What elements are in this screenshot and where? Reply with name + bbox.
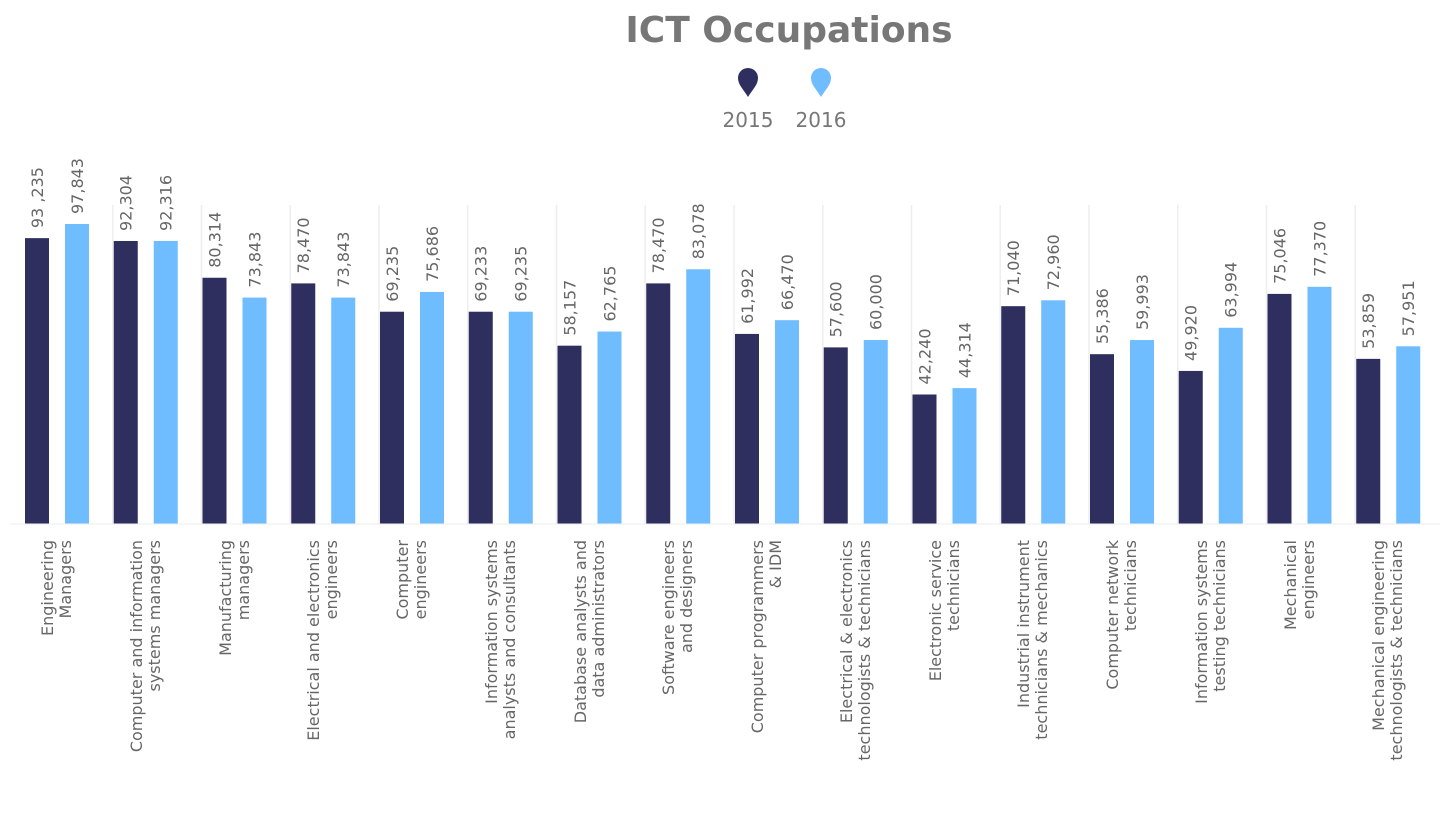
x-tick-label: Information systems testing technicians — [1191, 540, 1229, 704]
x-tick-label: Computer engineers — [393, 540, 430, 620]
bar — [468, 311, 493, 524]
value-label: 69,235 — [383, 246, 402, 302]
value-label: 73,843 — [334, 232, 353, 288]
bar — [153, 240, 178, 524]
legend-marker — [738, 68, 758, 97]
bar — [1001, 306, 1026, 524]
value-label: 58,157 — [561, 280, 580, 336]
value-label: 97,843 — [68, 158, 87, 214]
x-tick-label: Manufacturing managers — [215, 540, 253, 656]
bar — [1218, 327, 1243, 524]
value-label: 49,920 — [1182, 305, 1201, 361]
bar — [1130, 340, 1154, 524]
legend-label: 2015 — [723, 108, 774, 132]
x-tick-label: Electrical and electronics engineers — [304, 540, 342, 741]
value-label: 69,235 — [512, 246, 531, 302]
value-label: 80,314 — [206, 212, 225, 268]
x-tick-label: Software engineers and designers — [659, 540, 697, 695]
value-label: 57,951 — [1399, 280, 1418, 336]
bar — [242, 297, 267, 524]
value-label: 83,078 — [689, 203, 708, 259]
bar — [1356, 358, 1381, 524]
bar — [597, 331, 622, 524]
bar — [113, 240, 138, 524]
legend-label: 2016 — [796, 108, 847, 132]
bar — [291, 283, 316, 524]
x-tick-label: Computer and information systems manager… — [126, 540, 164, 753]
bar — [823, 347, 848, 524]
value-label: 78,470 — [294, 217, 313, 273]
x-tick-label: Computer programmers & IDM — [748, 540, 785, 734]
value-label: 77,370 — [1311, 221, 1330, 277]
value-label: 62,765 — [601, 266, 620, 322]
bar — [912, 394, 937, 524]
x-tick-label: Computer network technicians — [1103, 540, 1140, 690]
x-tick-label: Mechanical engineering technologists & t… — [1369, 540, 1407, 761]
bar — [380, 311, 404, 524]
value-label: 93 ,235 — [28, 167, 47, 228]
bar — [557, 345, 582, 524]
value-label: 78,470 — [649, 217, 668, 273]
bar — [1396, 346, 1421, 524]
value-label: 44,314 — [956, 322, 975, 378]
bar — [420, 291, 444, 524]
value-label: 92,304 — [117, 175, 136, 231]
bar — [686, 269, 711, 524]
bar — [1178, 370, 1203, 524]
x-tick-label: Mechanical engineers — [1280, 540, 1318, 631]
bar — [952, 388, 977, 524]
bar — [775, 320, 799, 524]
chart-title: ICT Occupations — [625, 10, 952, 51]
value-label: 55,386 — [1093, 288, 1112, 344]
value-label: 63,994 — [1222, 262, 1241, 318]
value-label: 42,240 — [916, 329, 935, 385]
bar — [1267, 293, 1292, 524]
value-label: 75,046 — [1271, 228, 1290, 284]
value-label: 92,316 — [157, 175, 176, 231]
x-tick-label: Database analysts and data administrator… — [570, 540, 608, 724]
bar — [1090, 354, 1114, 524]
value-label: 72,960 — [1044, 234, 1063, 290]
x-tick-label: Engineering Managers — [38, 540, 75, 636]
bar — [331, 297, 356, 524]
value-label: 60,000 — [867, 274, 886, 330]
value-label: 73,843 — [246, 232, 265, 288]
value-label: 66,470 — [778, 254, 797, 310]
bar — [508, 311, 533, 524]
bar — [863, 340, 888, 524]
x-tick-label: Electrical & electronics technologists &… — [836, 540, 874, 761]
x-tick-label: Industrial instrument technicians & mech… — [1014, 540, 1052, 740]
bar — [1041, 300, 1066, 524]
value-label: 61,992 — [738, 268, 757, 324]
value-label: 53,859 — [1359, 293, 1378, 349]
bar — [25, 238, 49, 524]
legend-marker — [811, 68, 831, 97]
bar — [202, 277, 227, 524]
value-label: 71,040 — [1004, 240, 1023, 296]
x-tick-label: Electronic service technicians — [925, 540, 963, 682]
bar — [735, 333, 759, 524]
value-label: 59,993 — [1133, 274, 1152, 330]
bar — [646, 283, 671, 524]
x-tick-label: Information systems analysts and consult… — [481, 540, 519, 740]
bar — [65, 224, 89, 524]
value-label: 57,600 — [827, 281, 846, 337]
value-label: 75,686 — [423, 226, 442, 282]
value-label: 69,233 — [472, 246, 491, 302]
bar — [1307, 286, 1332, 524]
